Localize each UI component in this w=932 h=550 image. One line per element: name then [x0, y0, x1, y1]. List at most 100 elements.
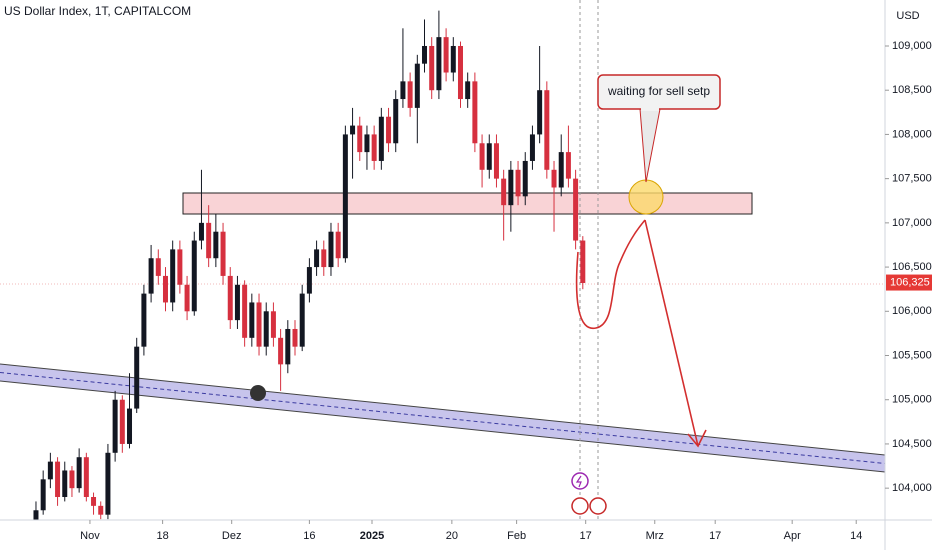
- y-tick-label: 106,500: [892, 261, 932, 273]
- x-tick-label: Dez: [222, 530, 242, 542]
- resistance-zone: [182, 192, 753, 215]
- candle-body: [105, 452, 111, 515]
- chart-title: US Dollar Index, 1T, CAPITALCOM: [4, 4, 191, 18]
- candle-body: [522, 160, 528, 197]
- candle-body: [450, 45, 456, 73]
- candle-body: [263, 311, 269, 347]
- candle-body: [573, 178, 579, 241]
- candle-body: [386, 116, 392, 144]
- candle-body: [443, 37, 449, 73]
- candle-body: [479, 143, 485, 170]
- candle-body: [127, 408, 133, 444]
- y-tick-label: 109,000: [892, 40, 932, 52]
- candle-body: [170, 249, 176, 303]
- candle-body: [342, 134, 348, 259]
- candle-body: [580, 240, 586, 283]
- candle-body: [551, 169, 557, 188]
- candle-body: [220, 231, 226, 276]
- flag-icon: [571, 497, 589, 515]
- projection-path: [575, 219, 646, 329]
- candle-body: [213, 231, 219, 259]
- axes: 104,000 104,500 105,000 105,500 106,000 106,5…: [80, 40, 932, 542]
- candle-body: [55, 461, 61, 498]
- candle-body: [278, 337, 284, 365]
- x-tick-label: 20: [446, 530, 458, 542]
- candle-body: [321, 249, 327, 268]
- candle-body: [422, 45, 428, 64]
- last-price-label: 106,325: [890, 276, 930, 288]
- event-icon: [571, 472, 589, 490]
- x-tick-label: 18: [156, 530, 168, 542]
- candle-body: [328, 231, 334, 268]
- event-icon-glyph: [575, 475, 582, 488]
- target-circle: [628, 179, 664, 215]
- candle-body: [91, 497, 97, 506]
- candle-body: [112, 399, 118, 453]
- candle-body: [350, 125, 356, 135]
- candle-body: [371, 134, 377, 161]
- candle-body: [472, 81, 478, 144]
- candle-body: [486, 143, 492, 170]
- drawings: waiting for sell setp: [0, 0, 886, 520]
- y-tick-label: 105,500: [892, 349, 932, 361]
- candle-body: [429, 45, 435, 91]
- x-tick-label: 17: [580, 530, 592, 542]
- y-tick-label: 107,000: [892, 217, 932, 229]
- candle-body: [155, 258, 161, 276]
- callout-join: [641, 107, 659, 111]
- candle-body: [501, 178, 507, 206]
- candle-body: [457, 45, 463, 100]
- y-tick-label: 107,500: [892, 173, 932, 185]
- candle-body: [544, 90, 550, 170]
- y-tick-label: 104,000: [892, 482, 932, 494]
- candle-body: [378, 116, 384, 161]
- x-tick-label: Feb: [507, 530, 526, 542]
- currency-label: USD: [896, 10, 919, 22]
- y-tick-label: 106,000: [892, 305, 932, 317]
- candle-body: [177, 249, 183, 285]
- candle-body: [299, 293, 305, 347]
- candle-body: [40, 479, 46, 511]
- candle-body: [242, 284, 248, 338]
- candle-body: [69, 470, 75, 489]
- candle-body: [414, 63, 420, 108]
- candle-body: [436, 37, 442, 91]
- x-tick-label: 2025: [360, 530, 384, 542]
- candle-body: [515, 169, 521, 197]
- channel-bottom: [0, 380, 886, 473]
- candle-body: [285, 328, 291, 365]
- candle-body: [537, 90, 543, 135]
- projection-arrow: [644, 219, 699, 447]
- candle-body: [407, 81, 413, 108]
- candle-body: [33, 510, 39, 524]
- candle-body: [134, 346, 140, 409]
- candle-body: [119, 399, 125, 444]
- candle-body: [270, 311, 276, 338]
- candle-body: [47, 461, 53, 480]
- x-tick-label: Nov: [80, 530, 100, 542]
- x-tick-label: 16: [303, 530, 315, 542]
- candle-body: [62, 470, 68, 498]
- candle-body: [558, 152, 564, 188]
- callout-text: waiting for sell setp: [607, 84, 710, 98]
- candle-body: [83, 457, 89, 498]
- y-tick-label: 108,500: [892, 84, 932, 96]
- candle-body: [227, 275, 233, 321]
- channel-mid: [0, 372, 886, 464]
- candle-body: [76, 457, 82, 489]
- candle-body: [148, 258, 154, 294]
- candle-body: [162, 275, 168, 303]
- arrow-head: [687, 429, 707, 448]
- candle-body: [465, 81, 471, 100]
- touch-point: [250, 385, 266, 401]
- y-tick-label: 105,000: [892, 394, 932, 406]
- candle-body: [191, 240, 197, 312]
- x-tick-label: Mrz: [646, 530, 664, 542]
- candle-body: [364, 134, 370, 153]
- candle-body: [335, 231, 341, 259]
- candle-body: [493, 143, 499, 179]
- time-axis-bg: [0, 520, 932, 550]
- y-tick-label: 104,500: [892, 438, 932, 450]
- candles: [33, 10, 586, 533]
